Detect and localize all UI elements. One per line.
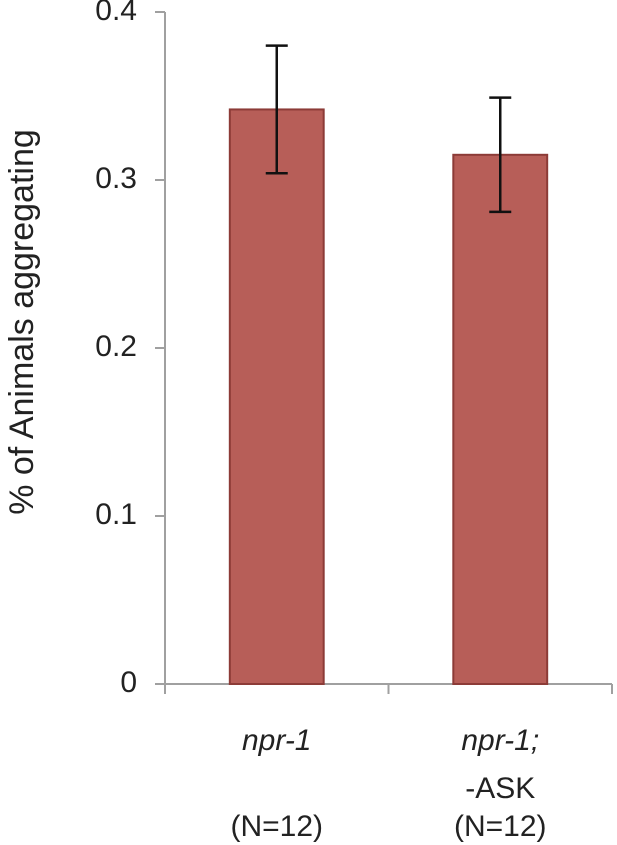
y-tick-label: 0.4: [95, 0, 137, 27]
bar: [228, 108, 325, 685]
x-tick-label: -ASK: [465, 772, 535, 805]
x-tick-label: npr-1;: [461, 724, 539, 757]
y-tick-label: 0.1: [95, 498, 137, 531]
y-tick-label: 0.3: [95, 162, 137, 195]
y-tick-label: 0.2: [95, 330, 137, 363]
y-axis-label: % of Animals aggregating: [3, 129, 41, 515]
x-tick-label: npr-1: [242, 724, 312, 757]
n-label: (N=12): [454, 810, 547, 843]
y-tick-label: 0: [120, 666, 137, 699]
bar: [452, 153, 549, 686]
n-label: (N=12): [230, 810, 323, 843]
